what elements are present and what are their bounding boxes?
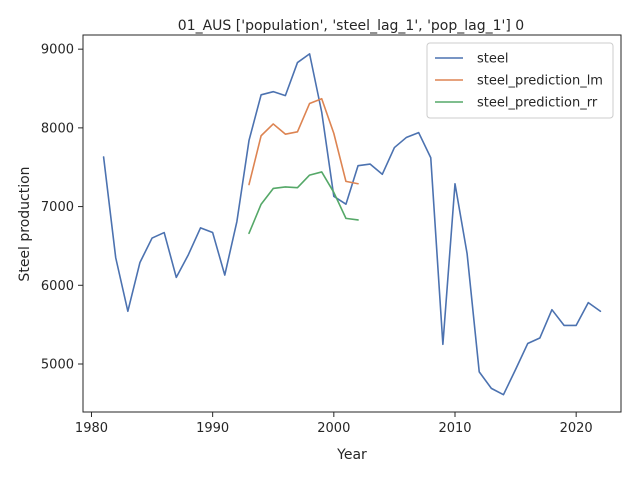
series-layer [102, 53, 602, 396]
plot-frame [82, 34, 622, 413]
x-axis-ticks: 1980 1990 2000 2010 2020 [75, 412, 593, 436]
legend-label-steel-prediction-lm: steel_prediction_lm [477, 74, 603, 89]
y-tick-label: 5000 [41, 357, 74, 372]
legend-items: steel steel_prediction_lm steel_prediction… [435, 52, 603, 111]
y-axis-label: Steel production [17, 166, 33, 281]
x-tick-label: 1990 [196, 421, 229, 436]
x-tick-label: 2010 [438, 421, 471, 436]
series-line-steel [102, 53, 602, 396]
legend-label-steel-prediction-rr: steel_prediction_rr [477, 96, 598, 111]
series-line-steel-prediction-rr [248, 171, 359, 235]
legend-label-steel: steel [477, 52, 508, 67]
y-tick-label: 8000 [41, 121, 74, 136]
legend: steel steel_prediction_lm steel_prediction… [426, 42, 614, 119]
x-tick-label: 2020 [560, 421, 593, 436]
y-tick-label: 7000 [41, 200, 74, 215]
x-tick-label: 1980 [75, 421, 108, 436]
chart-title: 01_AUS ['population', 'steel_lag_1', 'po… [178, 18, 524, 34]
x-tick-label: 2000 [317, 421, 350, 436]
y-tick-label: 9000 [41, 43, 74, 58]
y-tick-label: 6000 [41, 279, 74, 294]
legend-box [426, 42, 614, 119]
series-line-steel-prediction-lm [248, 97, 359, 186]
x-axis-label: Year [336, 447, 367, 463]
y-axis-ticks: 5000 6000 7000 8000 9000 [41, 43, 83, 372]
